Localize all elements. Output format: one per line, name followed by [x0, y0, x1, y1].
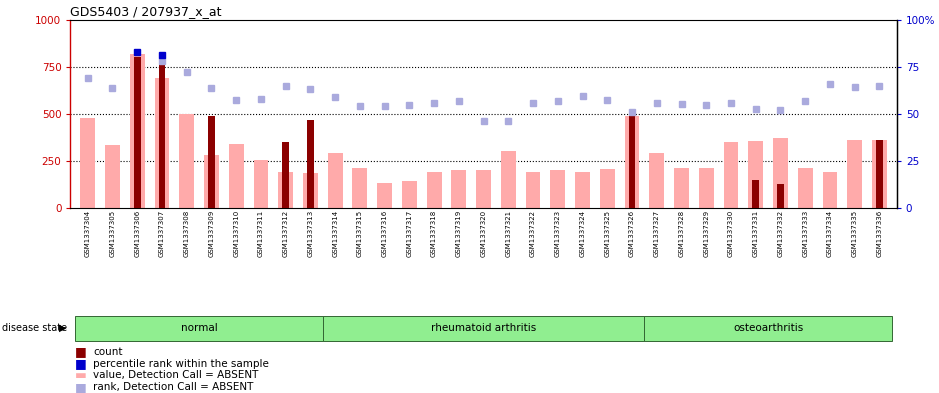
Bar — [179, 114, 194, 208]
Bar — [823, 171, 838, 208]
Bar — [352, 168, 367, 208]
Bar — [699, 168, 714, 208]
Bar — [777, 184, 784, 208]
Text: rank, Detection Call = ABSENT: rank, Detection Call = ABSENT — [93, 382, 254, 392]
Text: count: count — [93, 347, 123, 357]
Bar — [798, 168, 812, 208]
Text: ■: ■ — [74, 380, 86, 393]
Bar — [229, 144, 243, 208]
Bar — [773, 138, 788, 208]
Bar — [526, 171, 541, 208]
Bar — [402, 181, 417, 208]
Bar — [105, 145, 120, 208]
Bar — [307, 119, 314, 208]
Bar — [208, 116, 215, 208]
Text: value, Detection Call = ABSENT: value, Detection Call = ABSENT — [93, 370, 258, 380]
Bar — [303, 173, 317, 208]
Text: percentile rank within the sample: percentile rank within the sample — [93, 358, 269, 369]
Bar — [575, 171, 590, 208]
Text: normal: normal — [180, 323, 218, 332]
Text: disease state: disease state — [2, 323, 67, 333]
Bar — [500, 151, 516, 208]
Bar — [872, 140, 886, 208]
Bar — [476, 170, 491, 208]
Bar — [550, 170, 565, 208]
Bar — [283, 142, 289, 208]
FancyBboxPatch shape — [644, 316, 892, 340]
Bar — [426, 171, 441, 208]
Bar — [847, 140, 862, 208]
Bar — [674, 168, 689, 208]
Bar — [130, 53, 145, 208]
Bar — [134, 57, 141, 208]
Bar — [328, 152, 343, 208]
Bar — [254, 160, 269, 208]
Text: ▶: ▶ — [59, 323, 67, 333]
Bar — [159, 55, 165, 208]
Bar — [81, 118, 95, 208]
Bar — [724, 142, 738, 208]
Bar — [600, 169, 615, 208]
Bar — [752, 180, 759, 208]
Bar — [876, 140, 883, 208]
Bar — [204, 154, 219, 208]
Text: ■: ■ — [74, 357, 86, 370]
Bar — [748, 141, 763, 208]
Text: osteoarthritis: osteoarthritis — [733, 323, 803, 332]
Bar — [629, 116, 636, 208]
Bar — [155, 78, 169, 208]
FancyBboxPatch shape — [75, 316, 323, 340]
Text: ▬: ▬ — [74, 369, 86, 382]
Bar — [624, 116, 639, 208]
Bar — [452, 170, 467, 208]
Text: GDS5403 / 207937_x_at: GDS5403 / 207937_x_at — [70, 6, 222, 18]
Bar — [650, 152, 664, 208]
Bar — [377, 183, 393, 208]
Text: ■: ■ — [74, 345, 86, 358]
Bar — [278, 171, 293, 208]
Text: rheumatoid arthritis: rheumatoid arthritis — [431, 323, 536, 332]
FancyBboxPatch shape — [323, 316, 644, 340]
